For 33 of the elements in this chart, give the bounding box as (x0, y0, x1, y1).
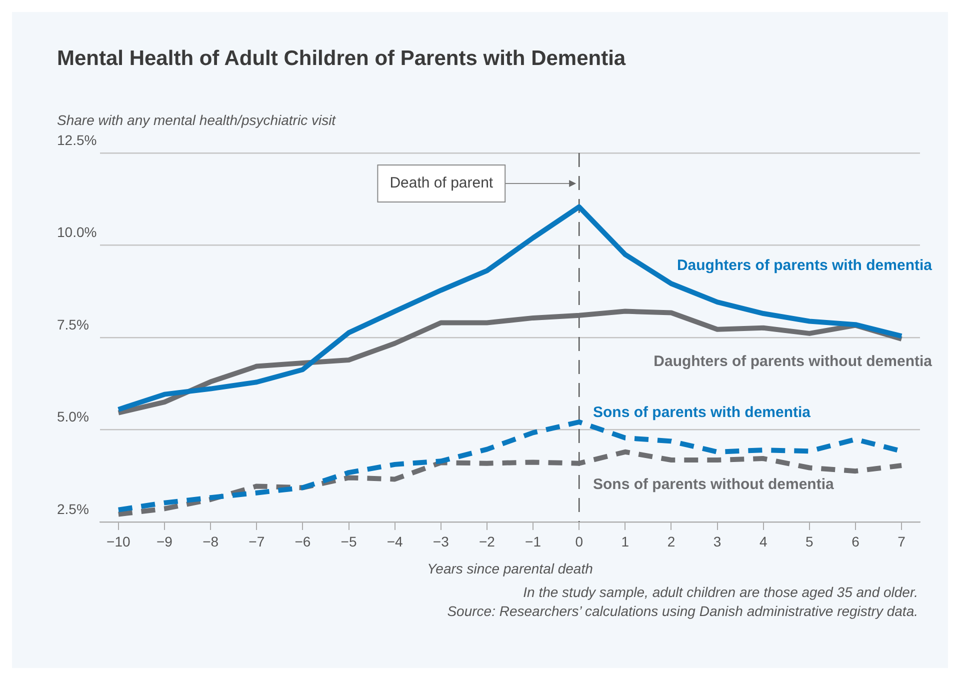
text: In the study sample, adult children are those aged 35 and older. (522, 583, 918, 602)
x-tick-label: −7 (248, 533, 265, 550)
x-tick-label: 1 (621, 533, 630, 550)
y-tick-label: 7.5% (57, 316, 89, 332)
series-label: Daughters of parents with dementia (676, 257, 933, 274)
x-tick-label: −3 (432, 533, 450, 550)
source-note: Source: Researchers’ calculations using Danish administrative registry data. (447, 602, 918, 621)
x-tick-label: 4 (759, 533, 768, 550)
x-tick-label: −4 (386, 533, 404, 550)
x-tick-label: −8 (202, 533, 219, 550)
x-tick-label: 6 (852, 533, 860, 550)
series-label: Sons of parents without dementia (593, 476, 835, 494)
x-tick-label: 2 (667, 533, 676, 550)
x-tick-label: −5 (340, 533, 357, 550)
chart-title: Mental Health of Adult Children of Parents with Dementia (57, 47, 626, 71)
y-tick-label: 5.0% (57, 408, 89, 425)
series-label: Daughters of parents without dementia (654, 353, 933, 370)
x-tick-label: 7 (898, 533, 906, 550)
x-tick-label: 0 (575, 533, 584, 550)
x-tick-label: −9 (156, 533, 173, 550)
series-label: Sons of parents with dementia (593, 404, 812, 422)
x-tick-label: −6 (294, 533, 311, 550)
x-tick-label: −2 (478, 533, 496, 550)
y-tick-label: 10.0% (57, 224, 97, 240)
ref-line-label: Death of parent (390, 174, 494, 192)
x-tick-label: 3 (713, 533, 722, 550)
y-axis-title: Share with any mental health/psychiatric visit (57, 112, 336, 128)
x-tick-label: 5 (806, 533, 814, 550)
x-tick-label: −10 (106, 533, 131, 550)
y-tick-label: 2.5% (57, 500, 89, 517)
y-tick-label: 12.5% (57, 132, 97, 148)
x-tick-label: −1 (525, 533, 542, 550)
x-axis-title: Years since parental death (427, 560, 594, 576)
